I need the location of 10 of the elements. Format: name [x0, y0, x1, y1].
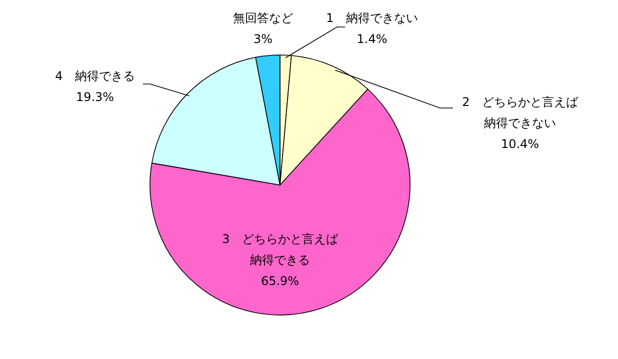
slice-label: 無回答など — [233, 11, 293, 25]
data-label: 10.4% — [500, 137, 540, 151]
slice-label: 4 納得できる — [55, 69, 135, 83]
slice-label: 3 どちらかと言えば納得できる — [222, 232, 339, 267]
slice-label: 2 どちらかと言えば納得できない — [462, 95, 579, 130]
data-label: 3% — [253, 32, 273, 46]
data-label: 1.4% — [356, 32, 388, 46]
data-label: 65.9% — [260, 274, 300, 288]
data-label: 19.3% — [76, 90, 114, 104]
slice-label: 1 納得できない — [326, 11, 418, 25]
